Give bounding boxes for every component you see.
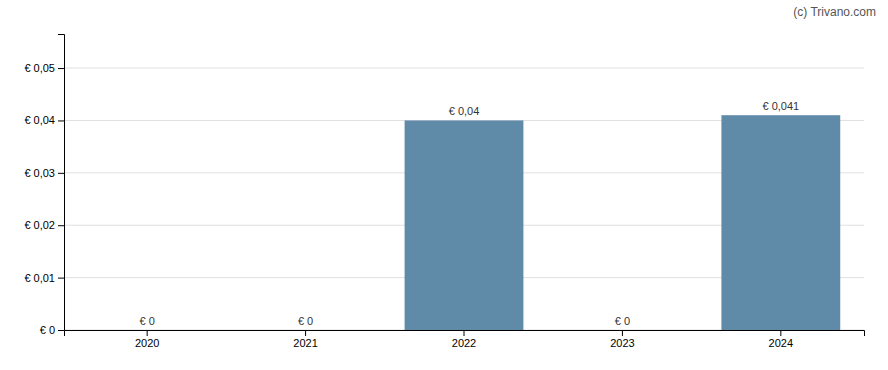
annotation: (c) Trivano.com [793,5,876,19]
chart: € 0€ 0,01€ 0,02€ 0,03€ 0,04€ 0,052020202… [0,0,888,370]
x-tick: 2022 [452,330,476,349]
x-tick-mark [464,330,465,336]
y-tick-mark [58,68,64,69]
bar [246,330,365,331]
x-tick-label: 2022 [452,337,476,349]
y-tick-label: € 0,02 [24,219,55,231]
x-tick-label: 2024 [769,337,793,349]
x-tick-mark [147,330,148,336]
y-tick-mark [58,173,64,174]
y-tick: € 0 [40,324,64,336]
y-tick-mark [58,278,64,279]
x-tick-mark [622,330,623,336]
y-tick-label: € 0,05 [24,62,55,74]
x-axis-line [65,331,865,337]
x-tick-mark [780,330,781,336]
data-labels: € 0 € 0 € 0,04 € 0 € 0,041 [140,100,800,327]
data-label: € 0 [298,315,313,327]
grid [64,68,864,330]
y-tick: € 0,03 [24,167,64,179]
data-label: € 0 [140,315,155,327]
y-axis-line [58,35,65,331]
y-tick-label: € 0,01 [24,272,55,284]
y-tick-label: € 0 [40,324,55,336]
bar [88,330,207,331]
y-tick-mark [58,330,64,331]
y-tick: € 0,05 [24,62,64,74]
y-tick-label: € 0,03 [24,167,55,179]
y-tick-mark [58,120,64,121]
y-axis: € 0 € 0,01 € 0,02 € 0,03 € 0,04 € 0,05 [24,35,64,337]
data-label: € 0,04 [449,105,480,117]
x-tick-mark [305,330,306,336]
x-tick-label: 2021 [293,337,317,349]
grid-line [64,68,864,69]
data-label: € 0 [615,315,630,327]
bar [563,330,682,331]
x-tick: 2020 [135,330,159,349]
x-tick: 2024 [769,330,793,349]
y-tick-label: € 0,04 [24,114,55,126]
x-tick-label: 2023 [610,337,634,349]
x-axis: 2020 2021 2022 2023 2024 [65,330,865,349]
bar [721,115,840,330]
y-tick-mark [58,225,64,226]
x-tick: 2021 [293,330,317,349]
y-tick: € 0,02 [24,219,64,231]
y-tick: € 0,01 [24,272,64,284]
x-tick: 2023 [610,330,634,349]
data-label: € 0,041 [762,100,799,112]
y-tick: € 0,04 [24,114,64,126]
x-tick-label: 2020 [135,337,159,349]
bars [405,115,841,330]
plot: € 0€ 0,01€ 0,02€ 0,03€ 0,04€ 0,052020202… [24,35,864,349]
bar [405,120,524,330]
